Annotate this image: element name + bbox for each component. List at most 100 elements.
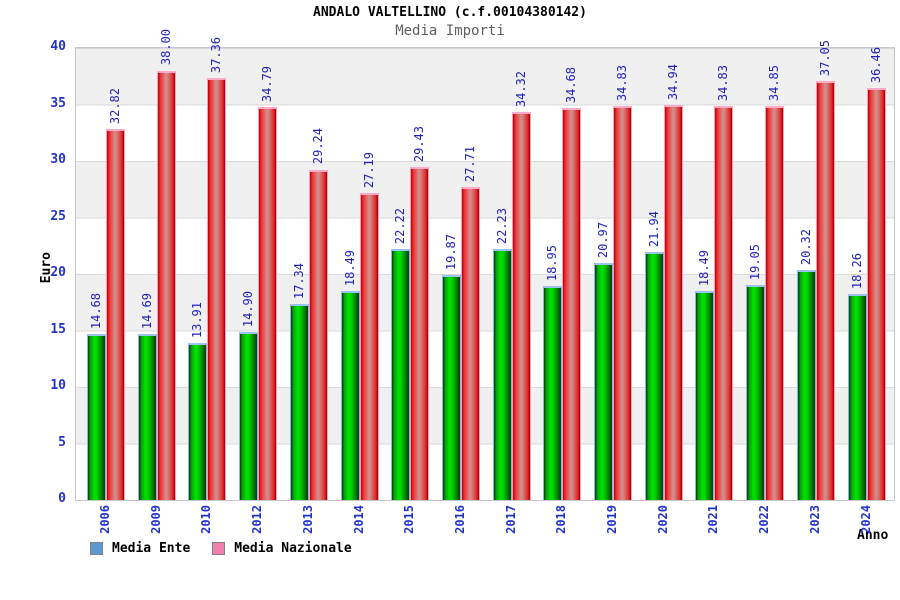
y-tick-label: 40 bbox=[50, 39, 66, 54]
legend-swatch-media-nazionale bbox=[212, 542, 226, 555]
bar-value-label: 13.91 bbox=[190, 301, 205, 338]
bar-media-ente bbox=[137, 334, 157, 500]
bar-media-ente bbox=[543, 285, 563, 500]
bar-value-label: 27.71 bbox=[462, 145, 477, 182]
chart-subtitle: Media Importi bbox=[395, 23, 505, 39]
bar-media-ente bbox=[594, 263, 613, 500]
chart-title: ANDALO VALTELLINO (c.f.00104380142) bbox=[313, 5, 587, 20]
x-tick-label: 2020 bbox=[655, 505, 670, 534]
bar-media-nazionale bbox=[156, 70, 176, 500]
bar-value-label: 32.82 bbox=[108, 88, 122, 125]
bar-value-label: 19.87 bbox=[443, 234, 458, 271]
x-tick-label: 2021 bbox=[706, 505, 721, 534]
y-tick-label: 15 bbox=[50, 321, 66, 337]
bar-value-label: 22.23 bbox=[494, 207, 509, 244]
bar-media-ente bbox=[746, 284, 766, 500]
y-tick-label: 10 bbox=[50, 378, 66, 393]
x-tick-label: 2017 bbox=[503, 505, 518, 534]
x-tick-label: 2010 bbox=[199, 505, 214, 534]
legend: Media Ente Media Nazionale bbox=[90, 541, 352, 556]
bar-media-ente bbox=[289, 304, 309, 500]
legend-item-media-nazionale: Media Nazionale bbox=[212, 541, 352, 556]
legend-item-media-ente: Media Ente bbox=[90, 541, 190, 556]
bar-value-label: 18.49 bbox=[342, 249, 357, 287]
bar-value-label: 37.05 bbox=[817, 40, 832, 77]
x-tick-label: 2009 bbox=[148, 505, 163, 534]
bar-media-nazionale bbox=[460, 186, 480, 500]
bar-value-label: 34.94 bbox=[665, 64, 680, 101]
bar-value-label: 21.94 bbox=[646, 210, 661, 248]
bar-value-label: 29.43 bbox=[412, 126, 427, 163]
bar-value-label: 34.68 bbox=[564, 67, 579, 104]
bar-media-nazionale bbox=[866, 88, 886, 500]
bar-value-label: 18.49 bbox=[697, 249, 712, 287]
bar-media-nazionale bbox=[106, 129, 125, 500]
bar-media-ente bbox=[492, 248, 512, 500]
x-axis-label: Anno bbox=[857, 528, 889, 543]
y-tick-label: 20 bbox=[50, 265, 66, 280]
bar-value-label: 27.19 bbox=[361, 151, 376, 188]
bar-value-label: 14.68 bbox=[89, 293, 103, 330]
bar-value-label: 18.95 bbox=[545, 244, 560, 281]
bar-media-ente bbox=[87, 334, 106, 500]
bar-value-label: 22.22 bbox=[393, 207, 408, 244]
bar-value-label: 14.90 bbox=[241, 290, 256, 327]
bar-value-label: 29.24 bbox=[310, 128, 325, 165]
bar-media-nazionale bbox=[815, 81, 835, 500]
x-tick-label: 2019 bbox=[605, 505, 619, 534]
x-tick-label: 2016 bbox=[452, 505, 467, 534]
x-tick-label: 2023 bbox=[807, 505, 822, 534]
bar-media-nazionale bbox=[714, 106, 734, 500]
x-tick-label: 2018 bbox=[554, 505, 569, 534]
plot-area: 14.68 32.82 14.69 38.00 13.91 37.36 14.90 34.79… bbox=[75, 29, 895, 501]
bar-value-label: 37.36 bbox=[209, 36, 224, 73]
y-tick-label: 30 bbox=[50, 152, 66, 167]
bar-media-nazionale bbox=[410, 167, 430, 500]
legend-label-media-nazionale: Media Nazionale bbox=[234, 541, 352, 556]
bar-value-label: 34.85 bbox=[767, 65, 782, 102]
bar-media-ente bbox=[644, 252, 664, 500]
y-tick-label: 5 bbox=[58, 434, 66, 450]
bar-value-label: 19.05 bbox=[748, 243, 763, 280]
y-tick-label: 35 bbox=[50, 95, 66, 111]
bar-media-ente bbox=[340, 291, 360, 500]
bar-media-nazionale bbox=[359, 192, 379, 500]
bar-value-label: 36.46 bbox=[868, 46, 883, 84]
bar-media-nazionale bbox=[207, 77, 227, 500]
bar-media-ente bbox=[441, 275, 461, 500]
bar-media-ente bbox=[391, 248, 411, 500]
bar-value-label: 20.97 bbox=[596, 221, 610, 259]
bar-media-nazionale bbox=[663, 105, 683, 500]
bar-media-nazionale bbox=[511, 112, 531, 500]
x-tick-label: 2015 bbox=[402, 505, 417, 534]
bar-media-nazionale bbox=[613, 106, 632, 500]
y-tick-label: 25 bbox=[50, 208, 66, 224]
legend-label-media-ente: Media Ente bbox=[112, 541, 191, 556]
bar-media-nazionale bbox=[258, 106, 278, 500]
bar-media-ente bbox=[796, 270, 816, 500]
bar-value-label: 18.26 bbox=[849, 252, 864, 289]
bar-value-label: 17.34 bbox=[291, 262, 306, 300]
bar-media-ente bbox=[239, 331, 259, 500]
bar-value-label: 34.83 bbox=[716, 65, 731, 102]
bar-value-label: 20.32 bbox=[798, 229, 813, 266]
x-tick-label: 2022 bbox=[757, 505, 772, 534]
bar-value-label: 14.69 bbox=[139, 292, 154, 330]
x-tick-label: 2012 bbox=[250, 505, 265, 534]
bar-media-ente bbox=[847, 293, 867, 500]
x-tick-label: 2006 bbox=[98, 505, 112, 534]
bar-media-ente bbox=[188, 342, 208, 500]
bar-media-ente bbox=[695, 291, 715, 500]
bar-value-label: 34.83 bbox=[615, 65, 629, 102]
bar-media-nazionale bbox=[308, 169, 328, 500]
bar-value-label: 38.00 bbox=[158, 29, 173, 66]
bar-value-label: 34.79 bbox=[260, 65, 275, 102]
y-tick-label: 0 bbox=[58, 491, 66, 506]
x-tick-label: 2013 bbox=[300, 505, 315, 534]
x-tick-label: 2024 bbox=[858, 505, 873, 534]
bar-value-label: 34.32 bbox=[513, 71, 528, 108]
bar-media-nazionale bbox=[562, 108, 582, 500]
bar-media-nazionale bbox=[765, 106, 785, 500]
x-tick-label: 2014 bbox=[351, 505, 366, 534]
legend-swatch-media-ente bbox=[90, 542, 103, 555]
